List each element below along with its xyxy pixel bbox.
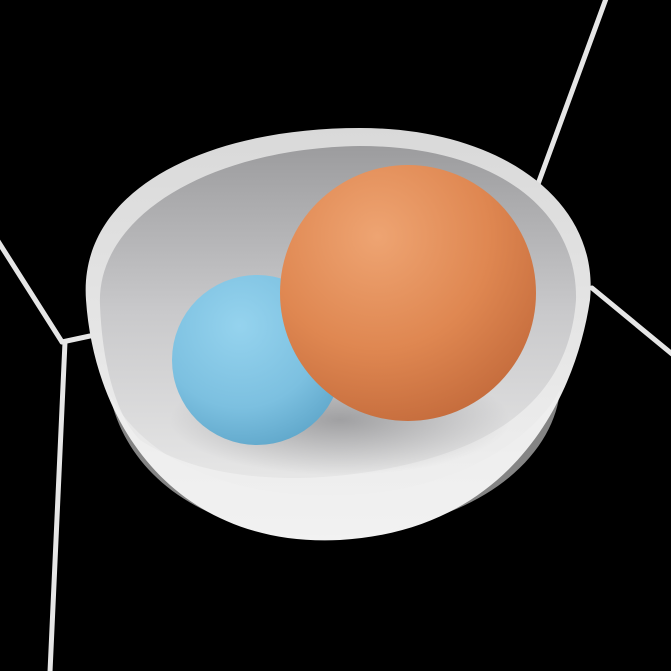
orange-sphere	[280, 165, 536, 421]
edge-top-right	[531, 0, 609, 198]
edge-left-down	[47, 339, 68, 671]
edge-right	[589, 285, 671, 357]
edge-left-upper	[0, 239, 65, 345]
bowl-front-rim	[110, 390, 560, 536]
